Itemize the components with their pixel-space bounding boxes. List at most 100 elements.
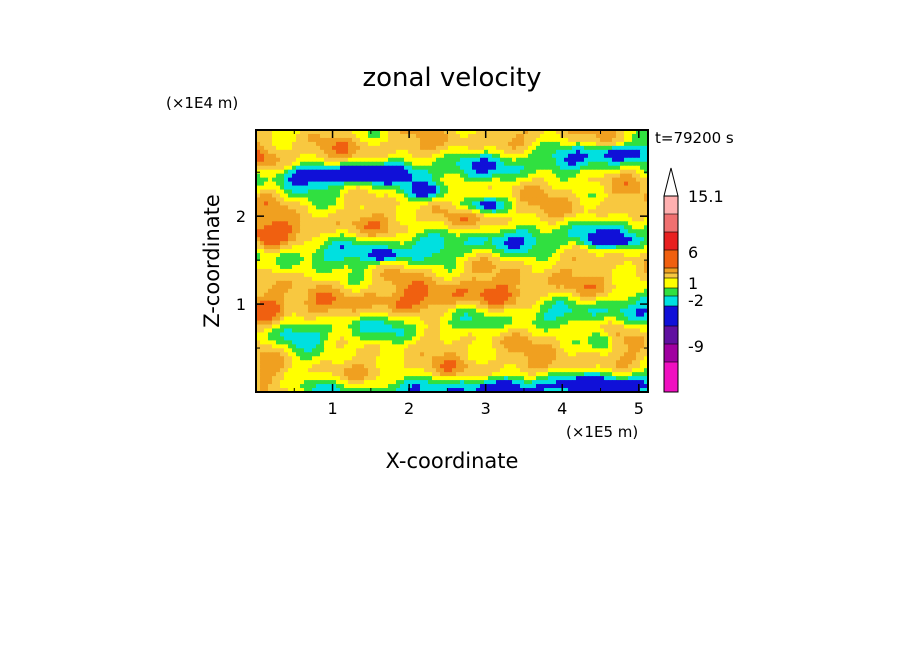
field-cell <box>640 157 645 163</box>
field-cell <box>404 328 409 334</box>
field-cell <box>548 205 553 210</box>
field-cell <box>272 284 277 290</box>
field-cell <box>564 137 569 143</box>
field-cell <box>624 292 629 298</box>
field-cell <box>432 237 437 242</box>
field-cell <box>536 308 541 314</box>
field-cell <box>516 264 521 270</box>
field-cell <box>592 312 597 318</box>
field-cell <box>272 169 277 175</box>
field-cell <box>408 209 413 214</box>
field-cell <box>476 304 481 310</box>
field-cell <box>528 300 533 306</box>
field-cell <box>392 249 397 254</box>
field-cell <box>440 320 445 326</box>
field-cell <box>360 161 365 167</box>
field-cell <box>508 149 513 155</box>
field-cell <box>584 288 589 294</box>
field-cell <box>628 157 633 163</box>
field-cell <box>520 261 525 266</box>
field-cell <box>308 185 313 191</box>
field-cell <box>284 284 289 290</box>
field-cell <box>340 300 345 306</box>
field-cell <box>328 304 333 310</box>
field-cell <box>564 284 569 290</box>
field-cell <box>336 149 341 155</box>
field-cell <box>440 229 445 234</box>
field-cell <box>328 221 333 226</box>
field-cell <box>416 197 421 203</box>
field-cell <box>420 185 425 191</box>
field-cell <box>268 296 273 302</box>
field-cell <box>524 133 529 139</box>
field-cell <box>540 304 545 310</box>
field-cell <box>492 245 497 250</box>
field-cell <box>256 280 261 286</box>
field-cell <box>572 221 577 226</box>
field-cell <box>612 304 617 310</box>
field-cell <box>376 169 381 175</box>
field-cell <box>320 257 325 262</box>
field-cell <box>376 237 381 242</box>
field-cell <box>268 157 273 163</box>
field-cell <box>576 241 581 246</box>
field-cell <box>412 229 417 234</box>
field-cell <box>632 153 637 159</box>
field-cell <box>428 253 433 258</box>
field-cell <box>428 304 433 310</box>
field-cell <box>584 308 589 314</box>
field-cell <box>556 245 561 250</box>
field-cell <box>464 213 469 218</box>
field-cell <box>528 249 533 254</box>
field-cell <box>632 209 637 214</box>
field-cell <box>444 153 449 159</box>
field-cell <box>416 181 421 187</box>
field-cell <box>640 133 645 139</box>
field-cell <box>500 221 505 226</box>
field-cell <box>492 197 497 203</box>
field-cell <box>632 185 637 191</box>
field-cell <box>636 324 641 330</box>
field-cell <box>600 189 605 195</box>
field-cell <box>304 245 309 250</box>
field-cell <box>576 284 581 290</box>
field-cell <box>448 304 453 310</box>
field-cell <box>272 300 277 306</box>
field-cell <box>540 177 545 183</box>
field-cell <box>340 304 345 310</box>
field-cell <box>520 133 525 139</box>
field-cell <box>420 280 425 286</box>
field-cell <box>348 276 353 282</box>
field-cell <box>416 300 421 306</box>
field-cell <box>260 130 265 135</box>
field-cell <box>504 304 509 310</box>
field-cell <box>560 225 565 230</box>
field-cell <box>396 145 401 151</box>
field-cell <box>308 284 313 290</box>
field-cell <box>284 153 289 159</box>
field-cell <box>496 249 501 254</box>
field-cell <box>516 324 521 330</box>
field-cell <box>276 225 281 230</box>
field-cell <box>508 133 513 139</box>
field-cell <box>316 324 321 330</box>
field-cell <box>412 253 417 258</box>
field-cell <box>568 145 573 151</box>
field-cell <box>316 177 321 183</box>
field-cell <box>572 130 577 135</box>
field-cell <box>308 276 313 282</box>
field-cell <box>620 249 625 254</box>
field-cell <box>388 304 393 310</box>
field-cell <box>332 308 337 314</box>
field-cell <box>484 261 489 266</box>
field-cell <box>628 312 633 318</box>
field-cell <box>260 221 265 226</box>
field-cell <box>560 161 565 167</box>
field-cell <box>556 300 561 306</box>
field-cell <box>576 193 581 199</box>
field-cell <box>528 217 533 222</box>
field-cell <box>616 177 621 183</box>
field-cell <box>632 137 637 143</box>
field-cell <box>452 157 457 163</box>
field-cell <box>632 245 637 250</box>
